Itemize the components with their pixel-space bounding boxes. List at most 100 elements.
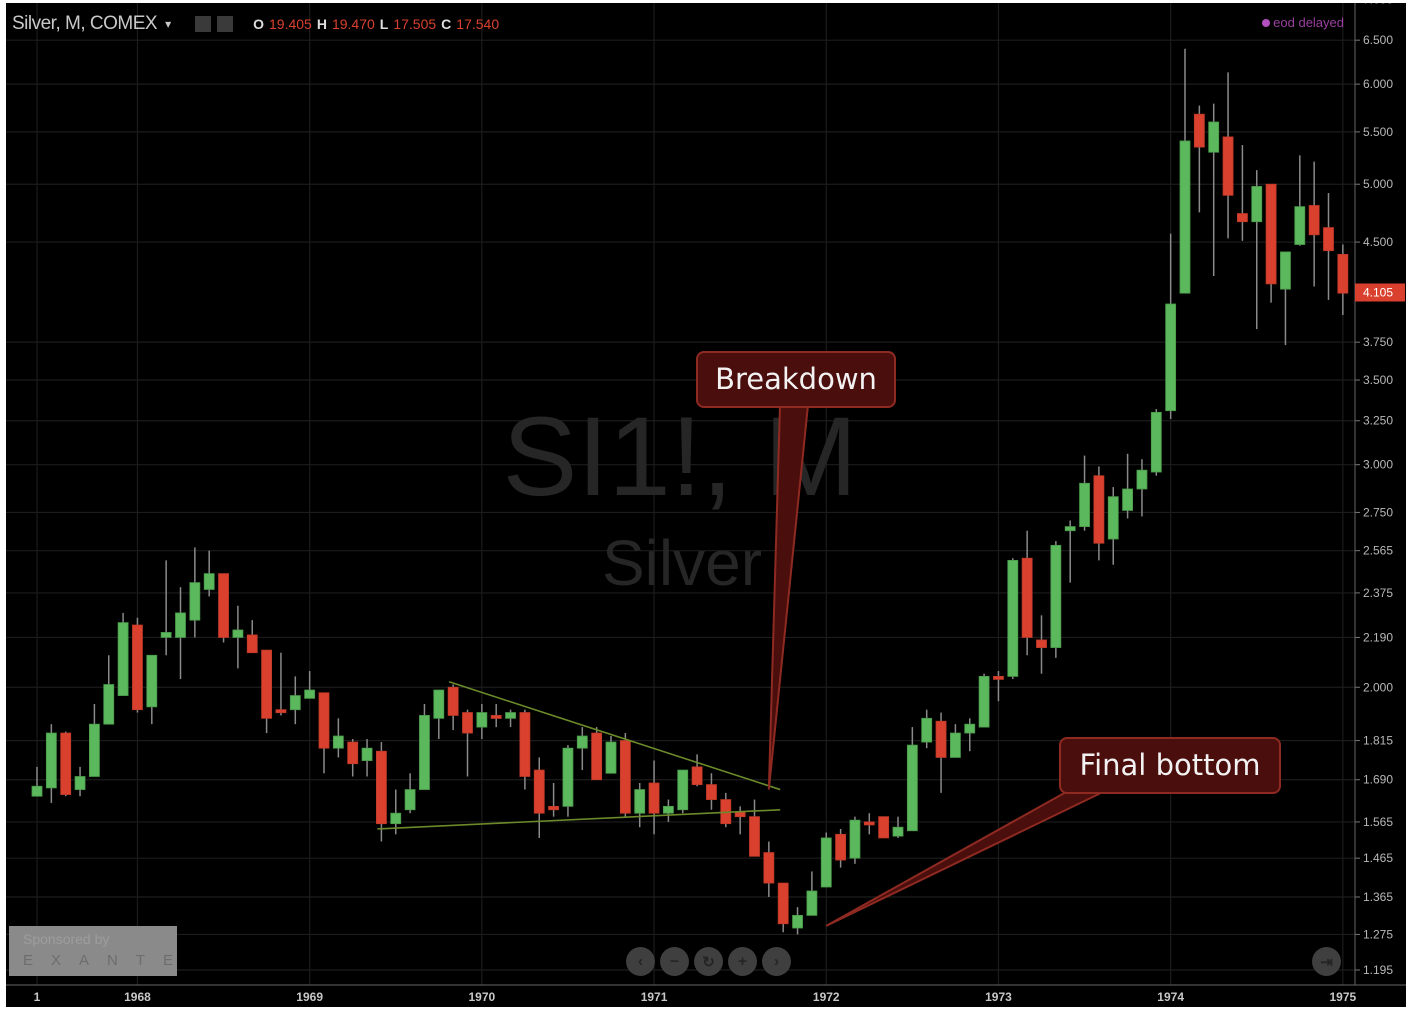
candle-body <box>232 629 244 638</box>
annotations: Breakdown Final bottom <box>696 351 1281 927</box>
candle <box>878 816 890 839</box>
candle <box>935 712 947 793</box>
candle-body <box>1337 254 1349 294</box>
trendline-upper <box>448 681 781 791</box>
candle <box>132 617 143 713</box>
candle <box>993 671 1004 702</box>
candle <box>1122 453 1133 519</box>
candle-body <box>1007 559 1019 677</box>
candle-body <box>964 723 976 734</box>
candle <box>1222 72 1234 239</box>
watermark-name: Silver <box>602 527 762 599</box>
candle-body <box>74 776 86 790</box>
candle-body <box>619 740 631 814</box>
candle <box>849 816 861 864</box>
candle <box>160 560 172 656</box>
candle <box>375 742 387 842</box>
candle <box>820 832 832 888</box>
candle-body <box>203 573 215 590</box>
candle <box>218 573 229 643</box>
candle <box>677 769 689 814</box>
candle <box>1093 466 1105 561</box>
reset-button[interactable]: ↻ <box>694 947 723 976</box>
candle <box>505 709 516 728</box>
candle <box>1294 155 1306 246</box>
sponsor-badge[interactable]: Sponsored by EXANTE <box>9 926 177 976</box>
y-tick-label: 1.465 <box>1363 851 1393 865</box>
candle <box>1079 455 1090 531</box>
candle <box>1021 530 1033 656</box>
candle <box>1337 244 1349 316</box>
candle-body <box>892 826 904 837</box>
settings-icon[interactable] <box>195 16 212 32</box>
y-tick-label: 3.750 <box>1363 335 1393 349</box>
scroll-right-button[interactable]: › <box>762 947 791 976</box>
ohlc-readout: O 19.405 H 19.470 L 17.505 C 17.540 <box>253 16 499 32</box>
candle-body <box>1036 639 1047 648</box>
candle <box>648 760 660 835</box>
candle-body <box>1323 227 1334 252</box>
candle-body <box>1251 186 1263 223</box>
candle-body <box>1064 526 1076 532</box>
candle-body <box>921 717 933 743</box>
candle <box>332 718 344 758</box>
candle-body <box>562 747 574 807</box>
y-tick-label: 5.000 <box>1363 177 1393 191</box>
candle <box>1165 233 1177 420</box>
candle <box>1064 520 1076 583</box>
candle-body <box>634 789 646 814</box>
symbol-label[interactable]: Silver, M, COMEX <box>12 13 158 34</box>
candle-body <box>749 816 760 857</box>
y-tick-label: 1.275 <box>1363 927 1393 941</box>
candle-body <box>663 805 674 814</box>
scroll-left-button[interactable]: ‹ <box>626 947 655 976</box>
candle <box>1107 487 1119 565</box>
compare-icon[interactable] <box>217 16 234 32</box>
status-badge: eod delayed <box>1262 15 1344 30</box>
candle <box>921 709 933 749</box>
zoom-in-button[interactable]: + <box>728 947 757 976</box>
zoom-out-button[interactable]: − <box>660 947 689 976</box>
candle <box>1237 145 1248 241</box>
ohlc-value: 19.405 <box>269 16 312 32</box>
candle <box>146 654 158 725</box>
candle <box>189 547 201 638</box>
candle <box>1251 170 1263 330</box>
candle-body <box>132 624 143 711</box>
axes: 7.000 6.500 6.000 5.500 5.000 4.500 3.750 3.500… <box>6 3 1406 1004</box>
candle <box>576 727 588 771</box>
candle <box>691 754 703 787</box>
candle-body <box>763 852 775 884</box>
candle <box>1308 161 1320 287</box>
candle <box>964 718 976 752</box>
candle-body <box>677 769 689 811</box>
candle-body <box>1265 183 1277 285</box>
candle <box>792 907 803 935</box>
last-price-badge <box>1355 283 1405 302</box>
y-tick-label: 2.000 <box>1363 680 1393 694</box>
chevron-down-icon[interactable]: ▾ <box>165 17 172 31</box>
candle-body <box>849 819 861 859</box>
ohlc-value: 19.470 <box>331 16 375 32</box>
candle <box>749 799 760 857</box>
y-tick-label: 1.815 <box>1363 734 1393 748</box>
candle <box>232 605 244 669</box>
y-tick-label: 1.565 <box>1363 815 1393 829</box>
candle <box>476 703 488 740</box>
candle <box>1007 558 1019 680</box>
candle <box>1050 541 1062 658</box>
candle <box>404 773 416 814</box>
y-tick-label: 3.250 <box>1363 414 1393 428</box>
x-tick-label: 1972 <box>813 990 840 1004</box>
candle <box>304 671 316 699</box>
candle <box>289 676 301 725</box>
scroll-to-latest-button[interactable]: ⇥ <box>1312 947 1341 976</box>
candle-body <box>978 675 990 728</box>
y-tick-label: 2.375 <box>1363 586 1393 600</box>
candle <box>1193 105 1205 213</box>
candle-body <box>218 573 229 638</box>
candle-body <box>576 735 588 749</box>
candle <box>1208 103 1220 277</box>
